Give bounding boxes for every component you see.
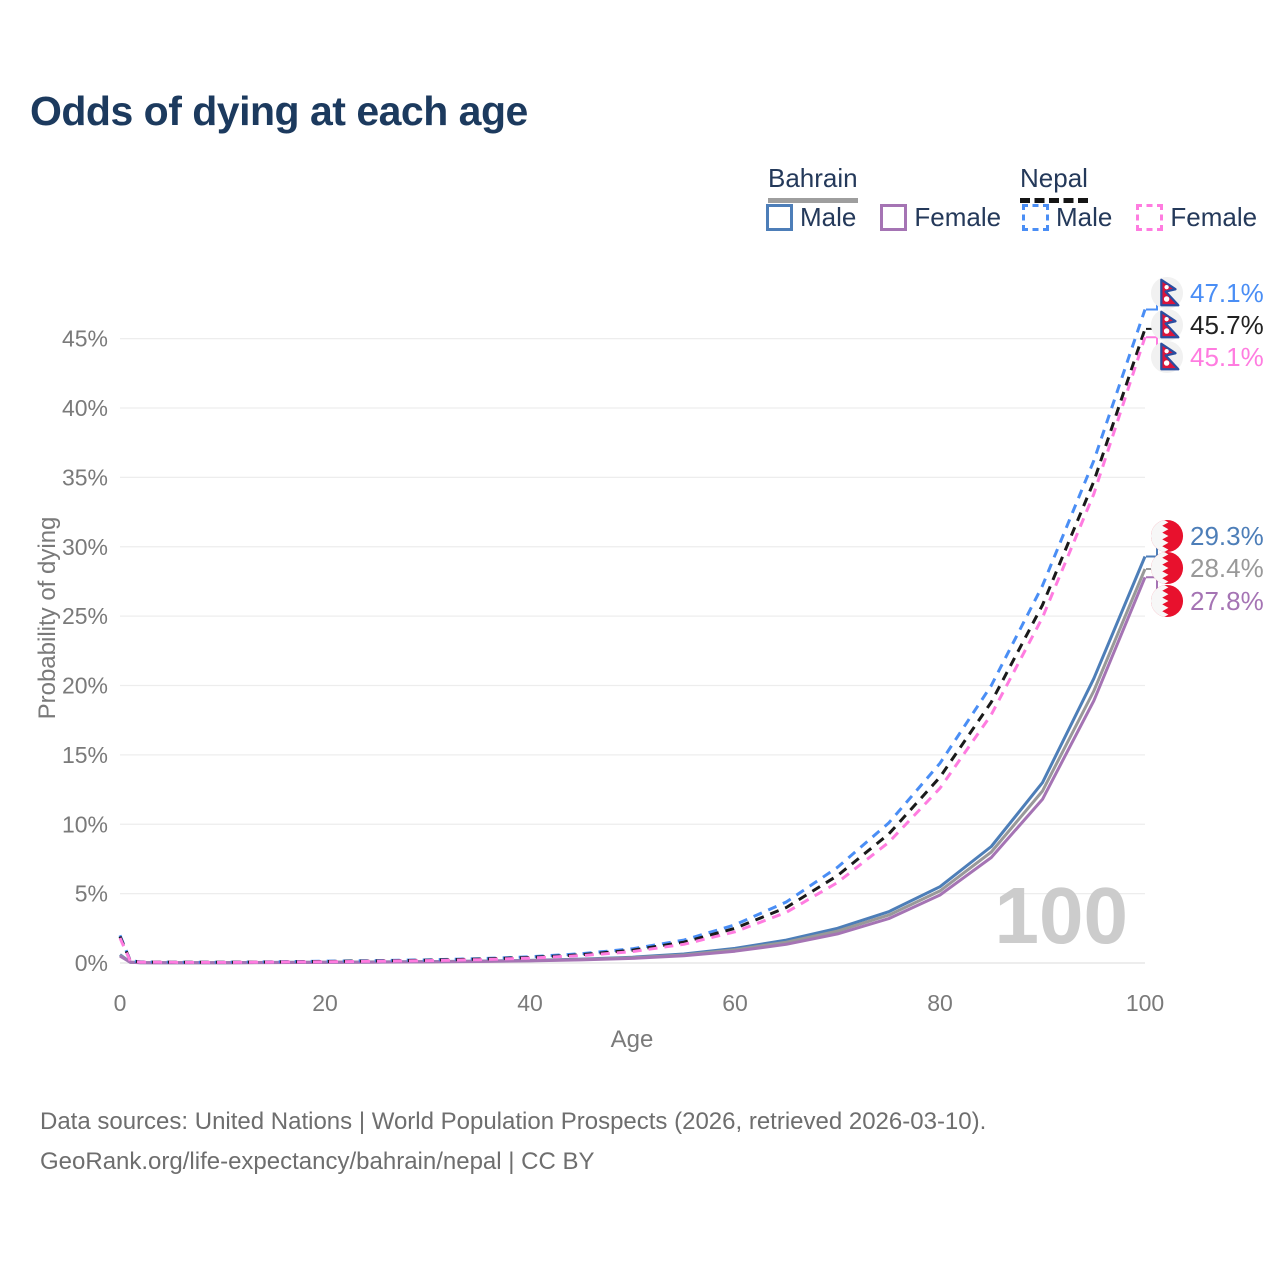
- age-counter-watermark: 100: [994, 871, 1128, 960]
- y-axis-title: Probability of dying: [34, 516, 61, 720]
- legend-group-nepal: Nepal: [1020, 163, 1088, 203]
- legend-item-label: Female: [1170, 202, 1258, 232]
- bahrain-flag-icon: [1150, 551, 1184, 585]
- legend-row-bahrain: Male Female: [766, 202, 1015, 233]
- legend-item-bahrain-female[interactable]: Female: [880, 202, 1001, 233]
- svg-text:80: 80: [927, 990, 953, 1016]
- svg-text:45%: 45%: [62, 326, 108, 352]
- svg-text:100: 100: [1126, 990, 1164, 1016]
- nepal-flag-icon: [1150, 308, 1184, 342]
- svg-text:35%: 35%: [62, 464, 108, 490]
- legend-row-nepal: Male Female: [1022, 202, 1271, 233]
- footer-attribution-url: GeoRank.org/life-expectancy/bahrain/nepa…: [40, 1148, 595, 1175]
- legend-item-label: Male: [1056, 202, 1113, 232]
- end-label-bahrain-female: 27.8%: [1150, 584, 1264, 618]
- end-label-value: 28.4%: [1190, 552, 1264, 583]
- legend-item-label: Female: [914, 202, 1002, 232]
- nepal-flag-icon: [1150, 276, 1184, 310]
- end-label-value: 45.1%: [1190, 341, 1264, 372]
- bahrain-flag-icon: [1150, 584, 1184, 618]
- legend-item-bahrain-male[interactable]: Male: [766, 202, 856, 233]
- legend-header-bahrain: Bahrain: [768, 163, 858, 203]
- end-label-nepal-total: 45.7%: [1150, 308, 1264, 342]
- bahrain-male-line-swatch-icon: [766, 204, 793, 231]
- end-label-bahrain-male: 29.3%: [1150, 519, 1264, 553]
- svg-text:10%: 10%: [62, 811, 108, 837]
- end-label-nepal-female: 45.1%: [1150, 340, 1264, 374]
- page-title: Odds of dying at each age: [30, 88, 528, 134]
- end-label-value: 29.3%: [1190, 520, 1264, 551]
- nepal-flag-icon: [1150, 340, 1184, 374]
- end-label-value: 27.8%: [1190, 585, 1264, 616]
- svg-text:20%: 20%: [62, 673, 108, 699]
- svg-text:30%: 30%: [62, 534, 108, 560]
- end-label-bahrain-total: 28.4%: [1150, 551, 1264, 585]
- svg-text:0: 0: [114, 990, 127, 1016]
- legend-group-bahrain: Bahrain: [768, 163, 858, 203]
- end-label-value: 47.1%: [1190, 277, 1264, 308]
- bahrain-female-line-swatch-icon: [880, 204, 908, 231]
- footer-data-sources: Data sources: United Nations | World Pop…: [40, 1108, 987, 1135]
- legend-item-nepal-female[interactable]: Female: [1136, 202, 1257, 233]
- svg-text:40%: 40%: [62, 395, 108, 421]
- legend-item-label: Male: [800, 202, 857, 232]
- svg-text:5%: 5%: [75, 881, 108, 907]
- svg-text:40: 40: [517, 990, 543, 1016]
- end-label-nepal-male: 47.1%: [1150, 276, 1264, 310]
- svg-text:15%: 15%: [62, 742, 108, 768]
- svg-text:25%: 25%: [62, 603, 108, 629]
- nepal-female-line-swatch-icon: [1136, 204, 1164, 231]
- end-label-value: 45.7%: [1190, 309, 1264, 340]
- bahrain-flag-icon: [1150, 519, 1184, 553]
- legend-header-nepal: Nepal: [1020, 163, 1088, 203]
- svg-text:0%: 0%: [75, 950, 108, 976]
- legend-item-nepal-male[interactable]: Male: [1022, 202, 1112, 233]
- x-axis-title: Age: [610, 1026, 654, 1053]
- svg-text:60: 60: [722, 990, 748, 1016]
- svg-text:20: 20: [312, 990, 338, 1016]
- nepal-male-line-swatch-icon: [1022, 204, 1049, 231]
